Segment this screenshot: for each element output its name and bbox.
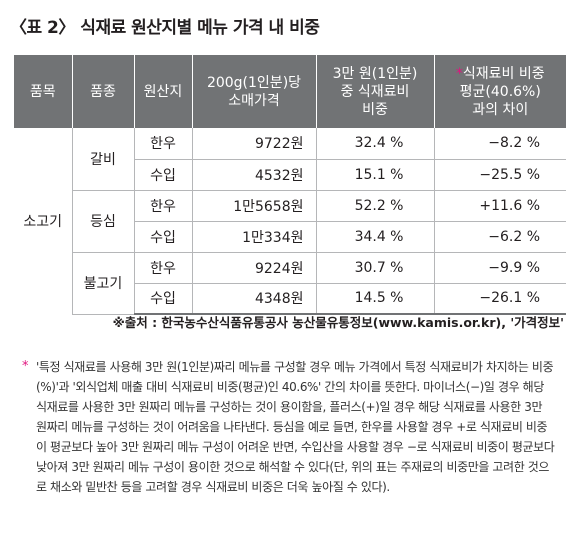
- price-cell: 1만334원: [191, 221, 316, 253]
- table-row: 등심 한우 1만5658원 52.2 % +11.6 %: [14, 190, 566, 253]
- type-cell: 등심: [71, 190, 134, 253]
- diff-cell: −26.1 %: [433, 283, 566, 315]
- table-row: 불고기 한우 9224원 30.7 % −9.9 %: [14, 252, 566, 315]
- header-diff: *식재료비 비중 평균(40.6%) 과의 차이: [433, 55, 566, 128]
- footnote-text: '특정 식재료를 사용해 3만 원(1인분)짜리 메뉴를 구성할 경우 메뉴 가…: [36, 360, 555, 494]
- ratio-cell: 32.4 %: [315, 128, 434, 160]
- ratio-cell: 52.2 %: [315, 190, 434, 222]
- type-cell: 갈비: [71, 128, 134, 191]
- table-row: 수입 4532원 15.1 % −25.5 %: [14, 159, 566, 191]
- header-diff-line2: 평균(40.6%): [459, 83, 541, 100]
- diff-cell: −8.2 %: [433, 128, 566, 160]
- origin-cell: 한우: [133, 252, 192, 284]
- header-origin: 원산지: [133, 55, 192, 128]
- ratio-cell: 15.1 %: [315, 159, 434, 191]
- header-diff-line3: 과의 차이: [472, 101, 529, 118]
- origin-cell: 한우: [133, 190, 192, 222]
- header-price-line2: 소매가격: [228, 92, 280, 109]
- header-ratio: 3만 원(1인분) 중 식재료비 비중: [315, 55, 434, 128]
- type-cell: 불고기: [71, 252, 134, 315]
- footnote-marker: *: [455, 65, 463, 82]
- table-title: 〈표 2〉 식재료 원산지별 메뉴 가격 내 비중: [10, 18, 320, 38]
- price-cell: 4532원: [191, 159, 316, 191]
- header-item: 품목: [14, 55, 72, 128]
- price-cell: 4348원: [191, 283, 316, 315]
- header-ratio-line2: 중 식재료비: [340, 83, 410, 100]
- origin-cell: 수입: [133, 283, 192, 315]
- price-cell: 9224원: [191, 252, 316, 284]
- diff-cell: −25.5 %: [433, 159, 566, 191]
- table-row: 수입 1만334원 34.4 % −6.2 %: [14, 221, 566, 253]
- header-type: 품종: [71, 55, 134, 128]
- header-row: 품목 품종 원산지 200g(1인분)당 소매가격 3만 원(1인분) 중 식재…: [14, 55, 566, 128]
- diff-cell: −6.2 %: [433, 221, 566, 253]
- table-row: 수입 4348원 14.5 % −26.1 %: [14, 283, 566, 315]
- ratio-cell: 30.7 %: [315, 252, 434, 284]
- header-diff-line1: 식재료비 비중: [462, 65, 545, 82]
- price-cell: 9722원: [191, 128, 316, 160]
- ratio-cell: 34.4 %: [315, 221, 434, 253]
- item-cell: 소고기: [23, 214, 63, 230]
- footnote-star: *: [22, 359, 29, 374]
- header-price: 200g(1인분)당 소매가격: [191, 55, 316, 128]
- origin-cell: 수입: [133, 221, 192, 253]
- diff-cell: −9.9 %: [433, 252, 566, 284]
- table-row: 소고기 갈비 한우 9722원 32.4 % −8.2 %: [14, 128, 566, 230]
- ratio-cell: 14.5 %: [315, 283, 434, 315]
- header-ratio-line3: 비중: [362, 101, 388, 118]
- header-price-line1: 200g(1인분)당: [206, 74, 302, 91]
- diff-cell: +11.6 %: [433, 190, 566, 222]
- price-share-table: 품목 품종 원산지 200g(1인분)당 소매가격 3만 원(1인분) 중 식재…: [14, 55, 566, 315]
- origin-cell: 한우: [133, 128, 192, 160]
- source-citation: ※출처 : 한국농수산식품유통공사 농산물유통정보(www.kamis.or.k…: [112, 315, 564, 330]
- header-ratio-line1: 3만 원(1인분): [332, 65, 418, 82]
- origin-cell: 수입: [133, 159, 192, 191]
- price-cell: 1만5658원: [191, 190, 316, 222]
